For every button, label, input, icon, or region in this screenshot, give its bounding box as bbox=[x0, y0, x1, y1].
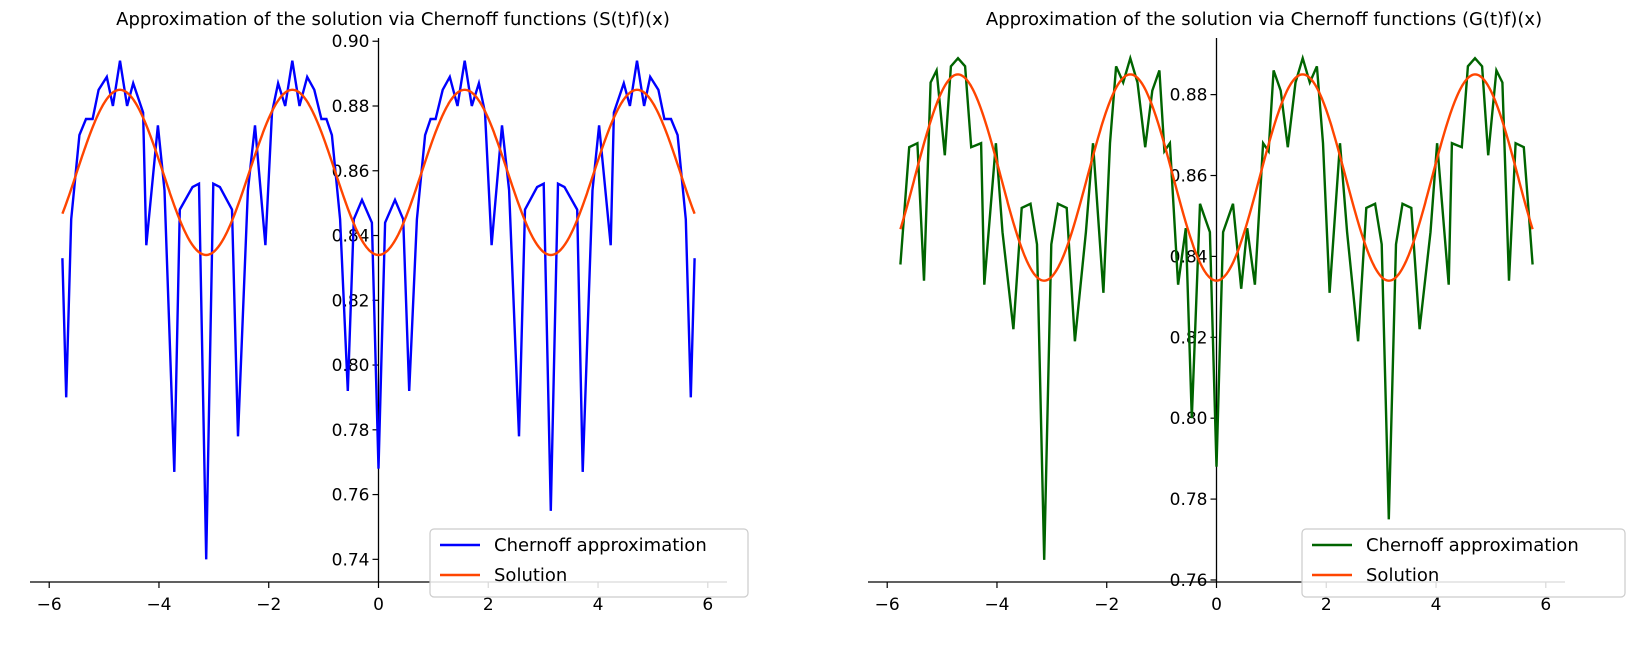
x-tick-label: 6 bbox=[1540, 595, 1551, 615]
y-tick-label: 0.88 bbox=[1170, 86, 1208, 106]
y-tick-label: 0.80 bbox=[1170, 409, 1208, 429]
chart-title: Approximation of the solution via Cherno… bbox=[986, 9, 1542, 30]
x-tick-label: −6 bbox=[37, 595, 62, 615]
y-tick-label: 0.86 bbox=[1170, 167, 1208, 187]
y-tick-label: 0.86 bbox=[332, 162, 370, 182]
x-tick-label: 2 bbox=[1321, 595, 1332, 615]
x-tick-label: 2 bbox=[483, 595, 494, 615]
y-tick-label: 0.78 bbox=[1170, 490, 1208, 510]
y-tick-label: 0.80 bbox=[332, 356, 370, 376]
legend-label-solution: Solution bbox=[494, 565, 567, 586]
x-tick-label: 4 bbox=[593, 595, 604, 615]
x-tick-label: −2 bbox=[1094, 595, 1119, 615]
x-tick-label: −2 bbox=[256, 595, 281, 615]
y-tick-label: 0.76 bbox=[332, 486, 370, 506]
y-tick-label: 0.90 bbox=[332, 32, 370, 52]
legend-box bbox=[1301, 528, 1626, 598]
y-tick-label: 0.88 bbox=[332, 97, 370, 117]
legend-box bbox=[429, 528, 749, 598]
series-line-chernoff-approximation bbox=[61, 60, 696, 560]
x-tick-label: 6 bbox=[702, 595, 713, 615]
chart-title: Approximation of the solution via Cherno… bbox=[116, 9, 670, 30]
legend-label-chernoff-approximation: Chernoff approximation bbox=[494, 535, 707, 556]
series-line-solution bbox=[61, 88, 696, 257]
y-axis-ticks: 0.760.780.800.820.840.860.88 bbox=[1170, 86, 1217, 591]
x-tick-label: 0 bbox=[1211, 595, 1222, 615]
chart-panel-right: Approximation of the solution via Cherno… bbox=[868, 9, 1626, 615]
legend: Chernoff approximation Solution bbox=[429, 528, 749, 598]
x-tick-label: −4 bbox=[146, 595, 171, 615]
x-axis-ticks: −6 −4 −2 0 2 4 6 bbox=[875, 582, 1551, 615]
chart-panel-left: Approximation of the solution via Cherno… bbox=[30, 9, 749, 615]
series-line-chernoff-approximation bbox=[899, 53, 1534, 560]
x-tick-label: 0 bbox=[373, 595, 384, 615]
x-tick-label: −6 bbox=[875, 595, 900, 615]
x-tick-label: −4 bbox=[984, 595, 1009, 615]
legend: Chernoff approximation Solution bbox=[1301, 528, 1626, 598]
legend-label-chernoff-approximation: Chernoff approximation bbox=[1366, 535, 1579, 556]
y-tick-label: 0.74 bbox=[332, 550, 370, 570]
legend-label-solution: Solution bbox=[1366, 565, 1439, 586]
y-tick-label: 0.78 bbox=[332, 421, 370, 441]
y-tick-label: 0.76 bbox=[1170, 571, 1208, 591]
x-tick-label: 4 bbox=[1431, 595, 1442, 615]
series-line-solution bbox=[899, 73, 1534, 282]
y-axis-ticks: 0.740.760.780.800.820.840.860.880.90 bbox=[332, 32, 379, 570]
